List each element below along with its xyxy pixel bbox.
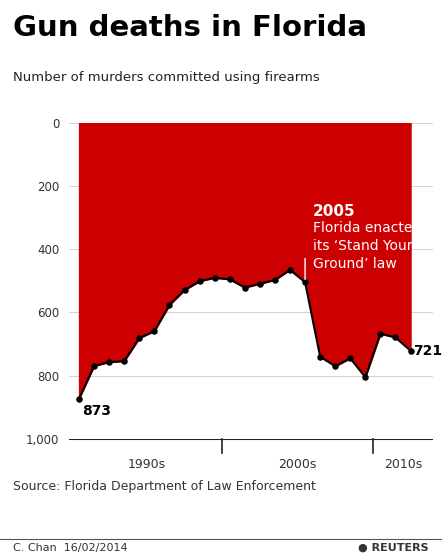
Text: Gun deaths in Florida: Gun deaths in Florida [13, 14, 367, 42]
Text: 721: 721 [414, 344, 442, 358]
Point [362, 373, 369, 382]
Point [407, 346, 414, 355]
Point [241, 283, 248, 292]
Point [136, 334, 143, 343]
Point [377, 329, 384, 338]
Point [196, 277, 203, 286]
Text: 1990s: 1990s [128, 458, 166, 471]
Text: Florida enacted
its ‘Stand Your
Ground’ law: Florida enacted its ‘Stand Your Ground’ … [312, 221, 421, 271]
Text: 2010s: 2010s [384, 458, 422, 471]
Point [286, 266, 293, 274]
Text: 2000s: 2000s [278, 458, 317, 471]
Point [226, 275, 233, 284]
Point [166, 300, 173, 309]
Point [106, 358, 113, 367]
Point [347, 354, 354, 363]
Point [332, 362, 339, 371]
Text: Source: Florida Department of Law Enforcement: Source: Florida Department of Law Enforc… [13, 480, 316, 493]
Text: C. Chan  16/02/2014: C. Chan 16/02/2014 [13, 543, 128, 553]
Text: ● REUTERS: ● REUTERS [358, 543, 429, 553]
Text: 873: 873 [82, 404, 111, 418]
Text: 2005: 2005 [312, 203, 355, 219]
Point [271, 276, 278, 285]
Point [181, 286, 188, 295]
Point [316, 352, 324, 361]
Point [211, 273, 218, 282]
Point [301, 278, 309, 287]
Point [256, 280, 263, 288]
Text: Number of murders committed using firearms: Number of murders committed using firear… [13, 72, 320, 84]
Point [392, 333, 399, 342]
Point [151, 326, 158, 335]
Point [91, 361, 98, 370]
Point [76, 394, 83, 403]
Point [121, 357, 128, 366]
